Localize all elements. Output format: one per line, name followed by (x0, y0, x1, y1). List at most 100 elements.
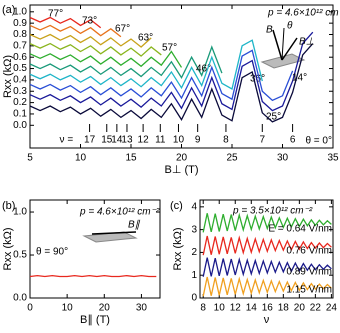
plot-frame (199, 199, 334, 299)
series-label: 36° (250, 74, 265, 85)
series-label: 25° (266, 112, 281, 123)
x-tick-label: 15 (125, 153, 137, 164)
data-line (29, 16, 102, 29)
y-tick-label: 0.3 (13, 86, 27, 97)
y-tick-label: 2 (191, 247, 197, 258)
nu-label: 13 (121, 135, 133, 146)
nu-prefix: ν = (60, 135, 74, 146)
data-line (202, 256, 332, 277)
arrow-b-par (91, 231, 137, 235)
series-label: 46° (196, 64, 211, 75)
y-tick-label: 0.4 (13, 75, 27, 86)
annotation: p = 4.6×10¹² cm⁻² (79, 207, 160, 218)
data-line (29, 31, 314, 112)
x-tick-label: 20 (176, 153, 188, 164)
series-label: E = 0.64 V/nm (268, 224, 332, 235)
nu-label: 6 (290, 135, 296, 146)
data-line (29, 43, 314, 123)
series-label: 57° (162, 43, 177, 54)
nu-label: 11 (155, 135, 166, 146)
y-tick-label: 4 (191, 201, 197, 212)
panel-label: (c) (170, 200, 183, 212)
y-tick-label: 0.9 (13, 18, 27, 29)
series-label: 73° (82, 16, 97, 27)
data-line (202, 212, 332, 233)
plot-frame (29, 199, 161, 299)
y-tick-label: 0.8 (13, 29, 27, 40)
y-axis-label: Rxx (kΩ) (2, 55, 14, 98)
data-line (29, 50, 183, 68)
data-line (29, 45, 223, 79)
series-label: 0.89 V/nm (286, 267, 332, 278)
series-label: 0.76 V/nm (286, 246, 332, 257)
nu-label: 9 (195, 135, 201, 146)
data-line (202, 235, 332, 256)
arrow-b-perp (281, 37, 298, 61)
x-axis-label: B⊥ (T) (164, 164, 198, 176)
x-tick-label: 10 (62, 303, 74, 314)
series-label: θ = 0° (305, 136, 332, 147)
data-line (29, 33, 152, 48)
x-tick-label: 16 (262, 303, 274, 314)
y-axis-label: Rxx (kΩ) (172, 227, 184, 270)
annotation: B⊥ (299, 37, 315, 48)
x-tick-label: 24 (326, 303, 338, 314)
x-tick-label: 12 (230, 303, 242, 314)
y-tick-label: 1 (191, 270, 197, 281)
nu-label: 17 (84, 135, 96, 146)
x-axis-label: B∥ (T) (80, 314, 110, 326)
x-tick-label: 14 (246, 303, 258, 314)
series-label: 1.15 V/nm (286, 285, 332, 296)
panel-label: (a) (2, 4, 15, 16)
nu-label: 7 (260, 135, 266, 146)
nu-label: 15 (101, 135, 113, 146)
data-line (29, 49, 294, 102)
y-tick-label: 3 (191, 224, 197, 235)
annotation: p = 4.6×10¹² cm⁻² (267, 8, 340, 19)
series-label: θ = 90° (36, 247, 68, 258)
y-tick-label: 1.0 (13, 207, 27, 218)
annotation: B∥ (128, 220, 141, 231)
series-label: 67° (115, 24, 130, 35)
y-tick-label: 0 (191, 293, 197, 304)
series-label: 63° (138, 33, 153, 44)
x-tick-label: 10 (75, 153, 87, 164)
y-tick-label: 0.6 (13, 52, 27, 63)
y-tick-label: 0.0 (13, 293, 27, 304)
plot-frame (29, 4, 334, 149)
arrow-normal (281, 27, 285, 61)
data-line (29, 24, 122, 38)
y-tick-label: 0.7 (13, 40, 27, 51)
annotation: p = 3.5×10¹² cm⁻² (232, 206, 313, 217)
x-tick-label: 25 (226, 153, 238, 164)
nu-label: 10 (173, 135, 185, 146)
annotation: θ (287, 21, 293, 32)
data-line (202, 276, 332, 297)
y-tick-label: 1.0 (13, 6, 27, 17)
nu-label: 12 (138, 135, 150, 146)
x-tick-label: 20 (294, 303, 306, 314)
y-tick-label: 0.5 (13, 63, 27, 74)
y-tick-label: 0.5 (13, 250, 27, 261)
x-tick-label: 10 (214, 303, 226, 314)
x-tick-label: 8 (200, 303, 206, 314)
x-tick-label: 5 (27, 153, 33, 164)
series-label: 14° (292, 73, 307, 84)
series-label: 77° (48, 9, 63, 20)
y-tick-label: 0.0 (13, 120, 27, 131)
x-axis-label: ν (264, 314, 270, 326)
x-tick-label: 30 (136, 303, 148, 314)
annotation: B (266, 25, 273, 36)
y-axis-label: Rxx (kΩ) (2, 227, 14, 270)
data-line (29, 39, 263, 90)
nu-label: 14 (111, 135, 123, 146)
x-tick-label: 18 (278, 303, 290, 314)
x-tick-label: 35 (327, 153, 339, 164)
x-tick-label: 22 (310, 303, 322, 314)
y-tick-label: 0.1 (13, 109, 27, 120)
data-line (29, 274, 157, 278)
x-tick-label: 30 (277, 153, 289, 164)
nu-label: 8 (223, 135, 229, 146)
x-tick-label: 0 (27, 303, 33, 314)
